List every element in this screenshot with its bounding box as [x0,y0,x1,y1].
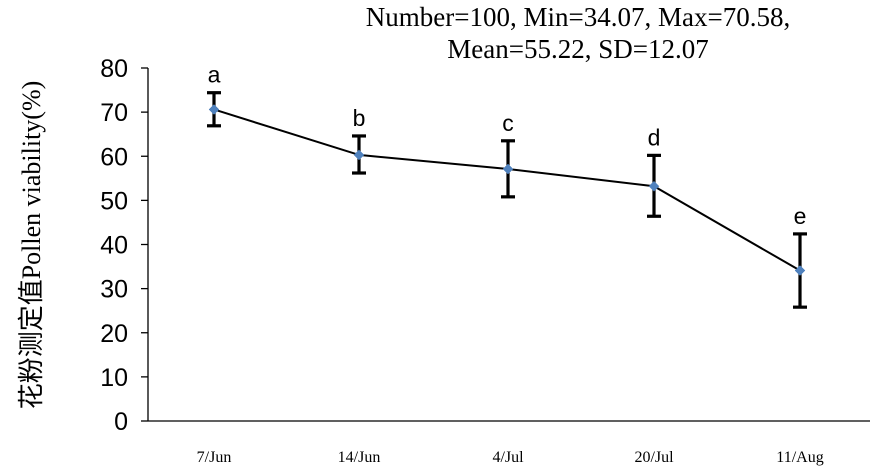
y-tick-label: 40 [100,232,128,260]
annotation-line-2: Mean=55.22, SD=12.07 [447,34,708,64]
y-tick-label: 80 [100,55,128,83]
chart-annotation: Number=100, Min=34.07, Max=70.58,Mean=55… [366,2,790,64]
point-label: a [208,62,221,88]
y-axis-title: 花粉测定值Pollen viability(%) [17,81,46,410]
point-label: d [648,124,661,150]
x-tick-label: 20/Jul [634,449,674,466]
x-tick-label: 14/Jun [338,449,381,466]
y-tick-label: 10 [100,364,128,392]
y-tick-label: 20 [100,320,128,348]
data-point [353,149,365,161]
y-tick-label: 50 [100,187,128,215]
y-tick-label: 0 [114,408,128,436]
data-point [502,163,514,175]
annotation-line-1: Number=100, Min=34.07, Max=70.58, [366,2,790,32]
x-tick-label: 7/Jun [197,449,232,466]
y-axis: 0 10 20 30 40 50 60 70 80 花粉测定值Pollen viability(%… [17,55,149,436]
x-tick-label: 4/Jul [492,449,524,466]
x-tick-label: 11/Aug [776,449,823,466]
data-point [648,180,660,192]
point-label: e [794,203,807,229]
point-label: c [502,110,514,136]
point-label: b [353,105,366,131]
y-tick-label: 70 [100,99,128,127]
data-point [794,265,806,276]
y-tick-label: 30 [100,276,128,304]
x-axis: 7/Jun 14/Jun 4/Jul 20/Jul 11/Aug [148,420,870,466]
y-tick-label: 60 [100,143,128,171]
plot-area: a b c d e [207,62,807,309]
data-point [208,104,220,115]
